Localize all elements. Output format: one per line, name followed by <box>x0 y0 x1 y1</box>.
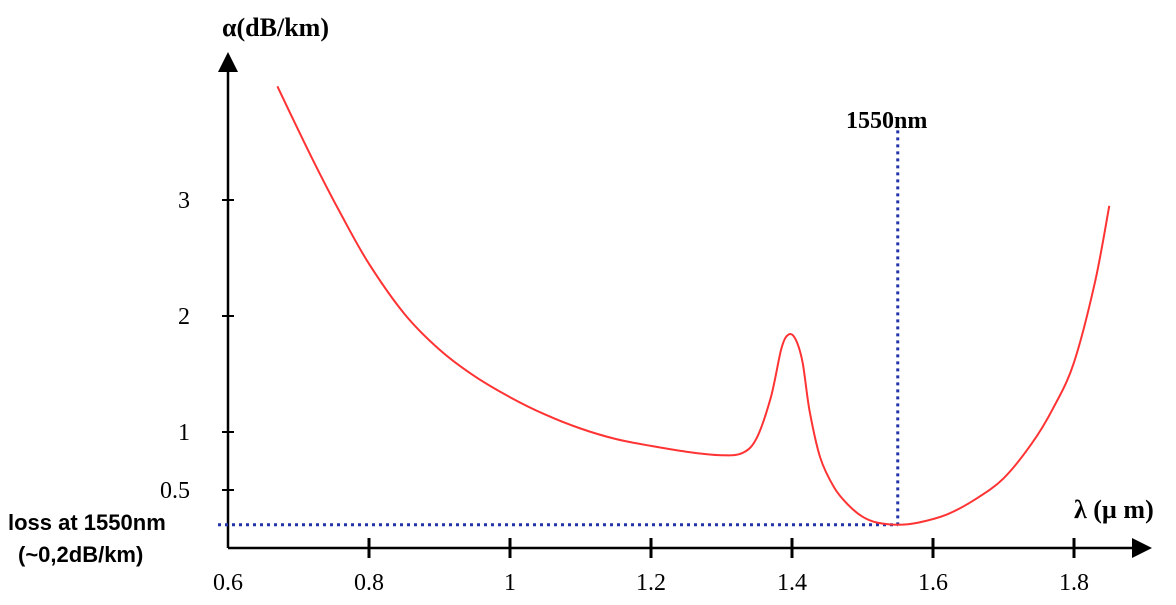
y-tick-label: 2 <box>178 304 190 330</box>
x-axis-title: λ (µ m) <box>1074 495 1154 524</box>
attenuation-curve <box>276 85 1111 526</box>
x-tick-label: 1 <box>504 570 516 596</box>
y-tick-label: 1 <box>178 420 190 446</box>
x-tick-label: 0.8 <box>354 570 384 596</box>
x-ticks: 0.6 0.8 1 1.2 1.4 1.6 1.8 <box>213 538 1089 596</box>
x-tick-label: 1.4 <box>777 570 807 596</box>
x-tick-label: 1.2 <box>636 570 666 596</box>
x-tick-label: 0.6 <box>213 570 243 596</box>
x-axis-arrowhead <box>1132 538 1152 558</box>
y-tick-label: 0.5 <box>160 478 190 504</box>
y-ticks: 0.5 1 2 3 <box>160 188 234 504</box>
reference-markers <box>218 130 900 527</box>
x-tick-label: 1.6 <box>918 570 948 596</box>
loss-annotation-line1: loss at 1550nm <box>8 510 166 535</box>
y-tick-label: 3 <box>178 188 190 214</box>
loss-annotation-line2: (~0,2dB/km) <box>18 542 143 567</box>
wavelength-marker-label: 1550nm <box>846 108 927 134</box>
y-axis-arrowhead <box>218 52 238 72</box>
y-axis-title: α(dB/km) <box>222 13 329 42</box>
series-group <box>276 85 1111 526</box>
x-tick-label: 1.8 <box>1059 570 1089 596</box>
